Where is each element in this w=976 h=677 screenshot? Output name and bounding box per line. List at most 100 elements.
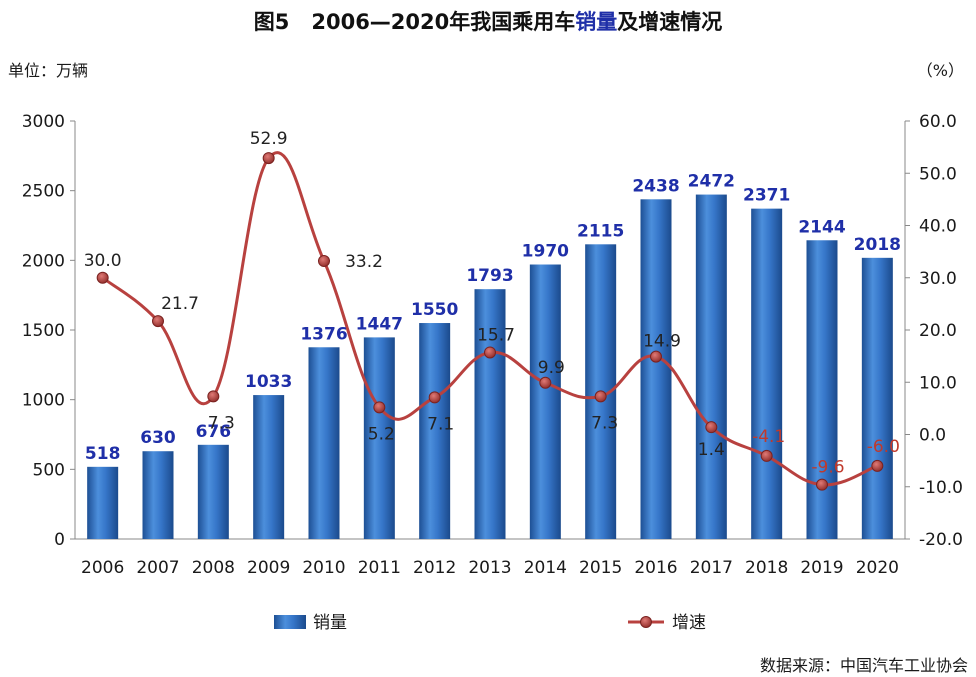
growth-point <box>871 459 884 472</box>
growth-value-label: 15.7 <box>477 325 515 345</box>
growth-value-label: 7.3 <box>208 413 235 433</box>
x-tick-label: 2006 <box>81 558 124 578</box>
bar <box>419 323 451 539</box>
bar-value-label: 2018 <box>854 235 901 255</box>
x-tick-label: 2019 <box>800 558 843 578</box>
growth-value-label: 14.9 <box>643 332 681 352</box>
bar-value-label: 2115 <box>577 221 624 241</box>
bar <box>529 264 561 539</box>
left-axis-unit: 单位：万辆 <box>8 61 89 80</box>
legend-label-sales: 销量 <box>313 613 347 633</box>
x-tick-label: 2017 <box>690 558 733 578</box>
right-tick-label: -20.0 <box>919 530 963 550</box>
growth-value-label: 1.4 <box>698 440 725 460</box>
growth-point <box>152 315 164 328</box>
left-tick-label: 3000 <box>22 112 65 132</box>
growth-value-label: 33.2 <box>345 252 383 272</box>
legend-bar-swatch <box>274 615 306 629</box>
bar-value-label: 2472 <box>688 172 735 192</box>
bar <box>363 337 395 539</box>
growth-point <box>428 391 441 404</box>
bar-value-label: 676 <box>196 422 232 442</box>
x-tick-label: 2008 <box>192 558 235 578</box>
growth-point <box>373 401 386 414</box>
legend-line-marker <box>640 616 652 628</box>
growth-point <box>96 271 109 284</box>
right-tick-label: 20.0 <box>919 321 957 341</box>
bar <box>142 451 174 539</box>
x-tick-label: 2010 <box>302 558 345 578</box>
x-tick-label: 2018 <box>745 558 788 578</box>
growth-value-label: 7.3 <box>591 413 618 433</box>
growth-point <box>539 376 552 389</box>
bar <box>861 257 893 539</box>
growth-point <box>816 478 828 491</box>
bar-value-label: 2144 <box>798 217 845 237</box>
x-tick-label: 2012 <box>413 558 456 578</box>
x-tick-label: 2009 <box>247 558 290 578</box>
right-tick-label: 10.0 <box>919 373 957 393</box>
bar <box>253 395 285 539</box>
title-highlight: 销量 <box>575 10 618 34</box>
right-tick-label: 30.0 <box>919 269 957 289</box>
left-tick-label: 1000 <box>22 391 65 411</box>
left-tick-label: 2000 <box>22 251 65 271</box>
right-tick-label: -10.0 <box>919 478 963 498</box>
bar <box>695 194 727 539</box>
growth-value-label: 5.2 <box>368 424 395 444</box>
bar <box>640 199 672 539</box>
right-tick-label: 40.0 <box>919 217 957 237</box>
growth-value-label: -9.6 <box>811 458 844 478</box>
source-note: 数据来源：中国汽车工业协会 <box>759 656 968 675</box>
data-labels: 518 630 676 1033 1376 1447 1550 1793 1970 2115 243… <box>84 129 901 478</box>
x-tick-label: 2014 <box>524 558 567 578</box>
growth-value-label: 7.1 <box>427 414 454 434</box>
right-tick-label: 0.0 <box>919 426 946 446</box>
bar-value-label: 2371 <box>743 186 790 206</box>
bar <box>474 289 506 539</box>
growth-value-label: 30.0 <box>84 251 122 271</box>
title-text-end: 及增速情况 <box>617 10 723 34</box>
legend-label-growth: 增速 <box>672 613 706 633</box>
bar <box>197 444 229 539</box>
growth-value-label: 21.7 <box>161 294 199 314</box>
bar-value-label: 518 <box>85 444 121 464</box>
bar-value-label: 1376 <box>300 324 347 344</box>
growth-value-label: 9.9 <box>538 358 565 378</box>
title-text: 2006—2020年我国乘用车 <box>311 10 576 34</box>
growth-point <box>705 421 718 434</box>
x-tick-label: 2013 <box>468 558 511 578</box>
x-tick-label: 2007 <box>136 558 179 578</box>
bar-series <box>87 194 893 539</box>
right-tick-label: 50.0 <box>919 164 957 184</box>
line-series <box>96 151 884 491</box>
growth-value-label: 52.9 <box>250 129 288 149</box>
legend: 销量 增速 <box>274 613 706 633</box>
bar <box>751 208 783 539</box>
left-tick-label: 500 <box>33 460 65 480</box>
bar-value-label: 1793 <box>466 266 513 286</box>
figure-number: 图5 <box>253 10 290 34</box>
growth-point <box>484 346 496 359</box>
growth-point <box>207 390 220 403</box>
left-tick-label: 0 <box>54 530 65 550</box>
left-tick-label: 1500 <box>22 321 65 341</box>
right-tick-label: 60.0 <box>919 112 957 132</box>
growth-point <box>262 152 275 165</box>
right-axis-unit: （%） <box>916 61 964 80</box>
bar <box>806 240 838 539</box>
growth-value-label: -6.0 <box>867 437 900 457</box>
growth-point <box>760 449 773 462</box>
growth-point <box>650 350 662 363</box>
bar <box>87 466 119 539</box>
x-tick-label: 2015 <box>579 558 622 578</box>
bar <box>308 347 340 539</box>
bar-value-label: 1447 <box>356 314 403 334</box>
bar-value-label: 1033 <box>245 372 292 392</box>
bar-value-label: 1550 <box>411 300 458 320</box>
left-tick-label: 2500 <box>22 182 65 202</box>
growth-value-label: -4.1 <box>752 427 785 447</box>
bar-value-label: 630 <box>140 428 176 448</box>
chart-title: 图5 2006—2020年我国乘用车销量及增速情况 <box>0 6 976 36</box>
